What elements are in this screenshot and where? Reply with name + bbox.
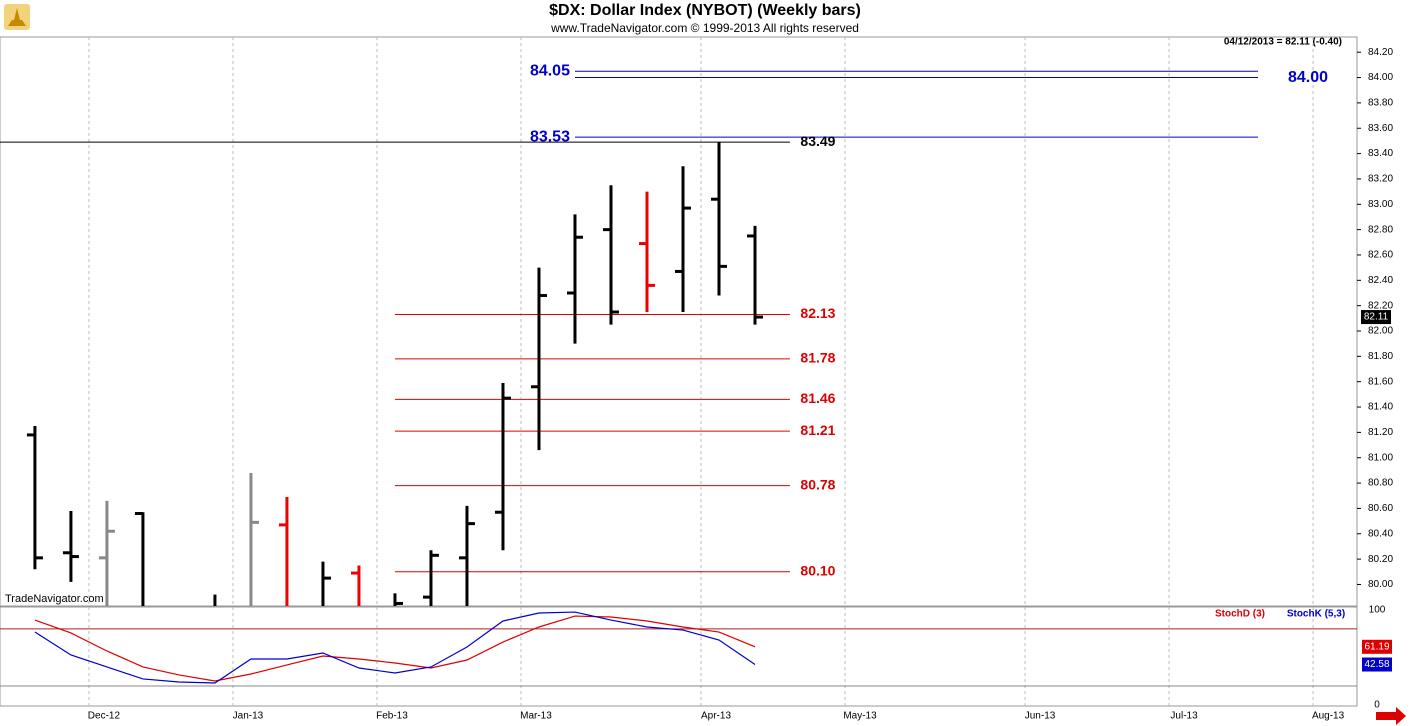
y-tick-label: 80.60 [1368, 503, 1393, 514]
x-tick-label: May-13 [843, 711, 877, 722]
y-tick-label: 81.00 [1368, 452, 1393, 463]
y-tick-label: 81.80 [1368, 351, 1393, 362]
level-label: 81.46 [800, 390, 835, 406]
x-tick-label: Mar-13 [520, 711, 552, 722]
y-tick-label: 84.20 [1368, 47, 1393, 58]
price-plot [0, 37, 1314, 606]
last-value-box [1362, 657, 1392, 672]
level-label: 84.05 [530, 62, 570, 79]
level-label: 83.49 [800, 133, 835, 149]
level-label: 81.21 [800, 422, 835, 438]
y-tick-label: 80.40 [1368, 528, 1393, 539]
y-tick-label: 80.00 [1368, 579, 1393, 590]
x-tick-label: Jun-13 [1025, 711, 1056, 722]
last-price-box [1361, 310, 1391, 325]
y-tick-label: 81.20 [1368, 427, 1393, 438]
level-label: 82.13 [800, 305, 835, 321]
y-tick-label: 83.40 [1368, 148, 1393, 159]
watermark: TradeNavigator.com [5, 593, 104, 605]
price-pane [0, 36, 1358, 607]
last-price: 82.11 [1364, 312, 1389, 323]
level-label: 81.78 [800, 350, 835, 366]
legend-entry: StochK (5,3) [1287, 609, 1345, 620]
x-tick-label: Jul-13 [1170, 711, 1198, 722]
subtitle: www.TradeNavigator.com © 1999-2013 All r… [550, 21, 859, 35]
y-tick-label: 82.20 [1368, 300, 1393, 311]
y-tick-label: 82.60 [1368, 250, 1393, 261]
y-tick-label: 83.60 [1368, 123, 1393, 134]
y-tick-label: 83.00 [1368, 199, 1393, 210]
y-tick-label: 83.80 [1368, 98, 1393, 109]
y2-tick-label: 100 [1369, 604, 1386, 615]
x-tick-label: Aug-13 [1312, 711, 1345, 722]
x-tick-label: Feb-13 [376, 711, 408, 722]
last-quote: 04/12/2013 = 82.11 (-0.40) [1224, 37, 1342, 48]
stoch-pane [0, 606, 1358, 707]
x-tick-label: Dec-12 [88, 711, 121, 722]
level-label: 83.53 [530, 128, 570, 145]
last-value: 61.19 [1364, 641, 1389, 652]
y-tick-label: 82.00 [1368, 326, 1393, 337]
stoch-line [34, 615, 756, 682]
y-tick-label: 83.20 [1368, 174, 1393, 185]
y2-tick-label: 0 [1374, 700, 1380, 711]
title: $DX: Dollar Index (NYBOT) (Weekly bars) [549, 2, 861, 19]
x-tick-label: Apr-13 [701, 711, 731, 722]
stoch-plot [0, 607, 1357, 706]
last-value-box [1362, 639, 1392, 654]
level-label: 80.78 [800, 476, 835, 492]
x-tick-label: Jan-13 [233, 711, 264, 722]
last-value: 42.58 [1364, 659, 1389, 670]
stoch-line [34, 611, 756, 684]
level-label: 80.10 [800, 562, 835, 578]
logo [4, 4, 30, 30]
y-tick-label: 81.60 [1368, 376, 1393, 387]
y-tick-label: 81.40 [1368, 402, 1393, 413]
level-label: 84.00 [1288, 69, 1328, 86]
y-tick-label: 82.80 [1368, 224, 1393, 235]
y-tick-label: 80.80 [1368, 478, 1393, 489]
legend-entry: StochD (3) [1215, 609, 1265, 620]
y-tick-label: 80.20 [1368, 554, 1393, 565]
y-tick-label: 84.00 [1368, 72, 1393, 83]
scroll-arrow[interactable] [1376, 707, 1406, 725]
y-tick-label: 82.40 [1368, 275, 1393, 286]
